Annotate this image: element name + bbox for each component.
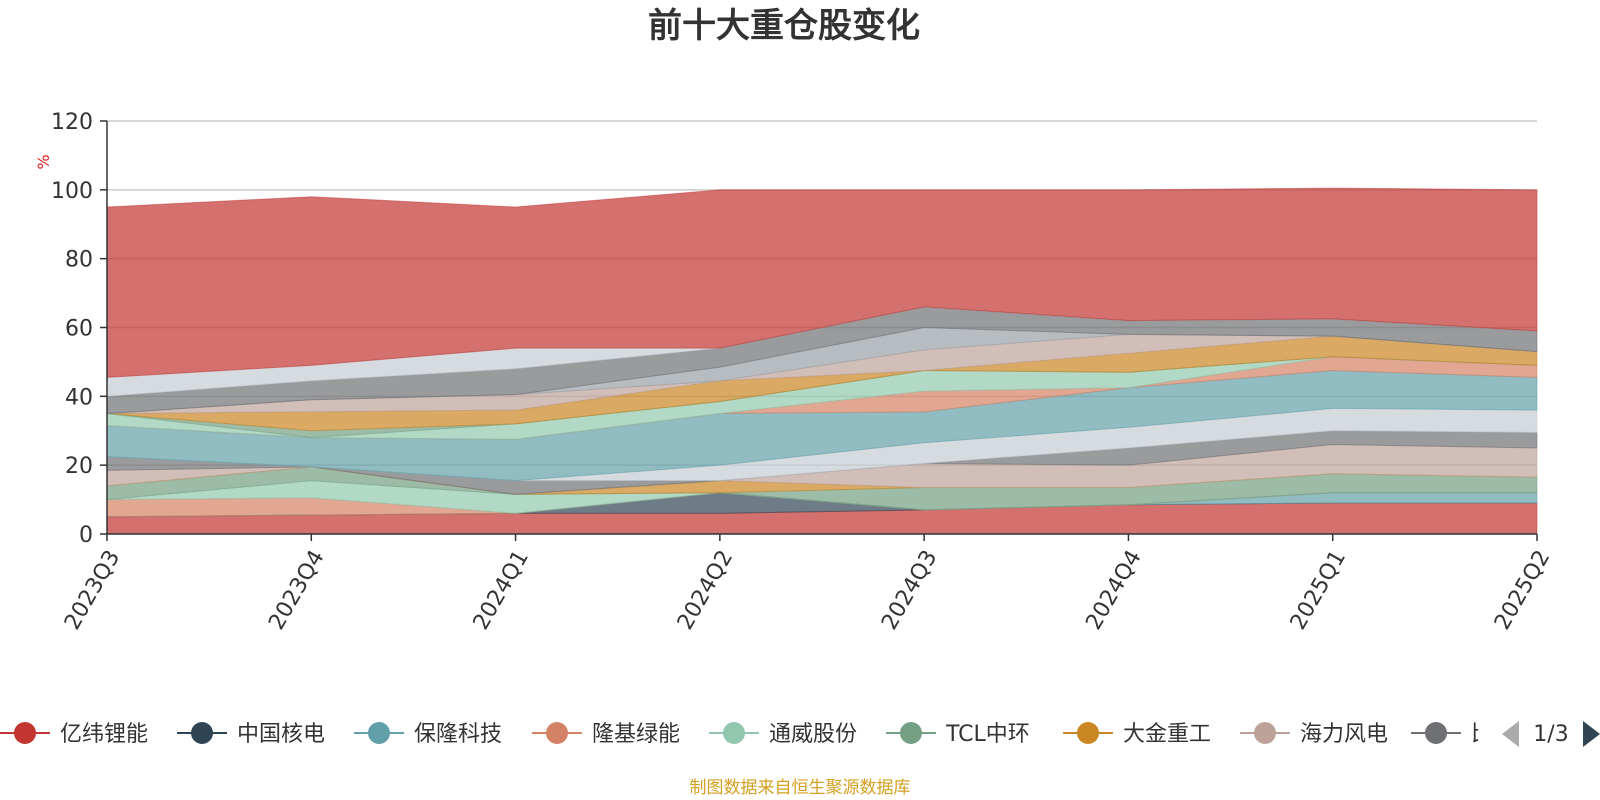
legend-label: 比 bbox=[1471, 722, 1493, 747]
x-tick-label: 2024Q2 bbox=[673, 546, 738, 634]
data-source-note: 制图数据来自恒生聚源数据库 bbox=[690, 778, 911, 798]
x-tick-label: 2024Q3 bbox=[877, 546, 942, 634]
y-axis-unit: % bbox=[34, 154, 53, 169]
legend-marker-icon bbox=[14, 722, 36, 744]
y-tick-label: 100 bbox=[51, 179, 93, 204]
legend-label: 隆基绿能 bbox=[592, 722, 680, 747]
y-tick-label: 20 bbox=[65, 454, 93, 479]
legend-marker-icon bbox=[1254, 722, 1276, 744]
legend-label: 大金重工 bbox=[1123, 722, 1211, 747]
legend-prev-page-icon[interactable] bbox=[1502, 721, 1519, 747]
legend-item[interactable]: TCL中环 bbox=[886, 722, 1030, 747]
chart-title: 前十大重仓股变化 bbox=[648, 6, 920, 46]
legend-marker-icon bbox=[900, 722, 922, 744]
area-series-20[interactable] bbox=[106, 187, 1538, 378]
legend-label: 亿纬锂能 bbox=[60, 722, 148, 747]
legend-label: 保隆科技 bbox=[414, 722, 502, 747]
legend-label: 海力风电 bbox=[1300, 722, 1388, 747]
legend-marker-icon bbox=[1425, 722, 1447, 744]
legend-label: TCL中环 bbox=[945, 722, 1030, 747]
legend-item[interactable]: 海力风电 bbox=[1240, 722, 1388, 747]
x-tick-label: 2024Q1 bbox=[469, 546, 534, 634]
y-tick-label: 60 bbox=[65, 317, 93, 342]
x-tick-label: 2023Q4 bbox=[264, 546, 329, 634]
legend-item[interactable]: 通威股份 bbox=[709, 722, 857, 747]
legend-marker-icon bbox=[723, 722, 745, 744]
y-tick-label: 40 bbox=[65, 385, 93, 410]
legend-item[interactable]: 中国核电 bbox=[177, 722, 325, 747]
legend-items: 亿纬锂能 中国核电 保隆科技 隆基绿能 通威股份 TCL中环 大金重工 海力风电 比 bbox=[0, 722, 1493, 747]
legend-label: 通威股份 bbox=[769, 722, 857, 747]
y-tick-label: 120 bbox=[51, 110, 93, 135]
legend: 亿纬锂能 中国核电 保隆科技 隆基绿能 通威股份 TCL中环 大金重工 海力风电 比 1/3 bbox=[0, 721, 1600, 747]
legend-label: 中国核电 bbox=[237, 722, 325, 747]
legend-marker-icon bbox=[368, 722, 390, 744]
legend-page-indicator: 1/3 bbox=[1533, 722, 1568, 747]
area-series-group bbox=[106, 187, 1538, 535]
legend-marker-icon bbox=[546, 722, 568, 744]
legend-next-page-icon[interactable] bbox=[1583, 721, 1600, 747]
x-tick-label: 2025Q2 bbox=[1490, 546, 1555, 634]
x-tick-label: 2023Q3 bbox=[60, 546, 125, 634]
legend-item[interactable]: 比 bbox=[1411, 722, 1493, 747]
x-tick-label: 2025Q1 bbox=[1286, 546, 1351, 634]
legend-item[interactable]: 保隆科技 bbox=[354, 722, 502, 747]
legend-item[interactable]: 大金重工 bbox=[1063, 722, 1211, 747]
legend-marker-icon bbox=[1077, 722, 1099, 744]
legend-item[interactable]: 隆基绿能 bbox=[532, 722, 680, 747]
x-tick-label: 2024Q4 bbox=[1081, 546, 1146, 634]
y-tick-label: 0 bbox=[79, 523, 93, 548]
legend-marker-icon bbox=[191, 722, 213, 744]
y-tick-label: 80 bbox=[65, 248, 93, 273]
legend-item[interactable]: 亿纬锂能 bbox=[0, 722, 148, 747]
